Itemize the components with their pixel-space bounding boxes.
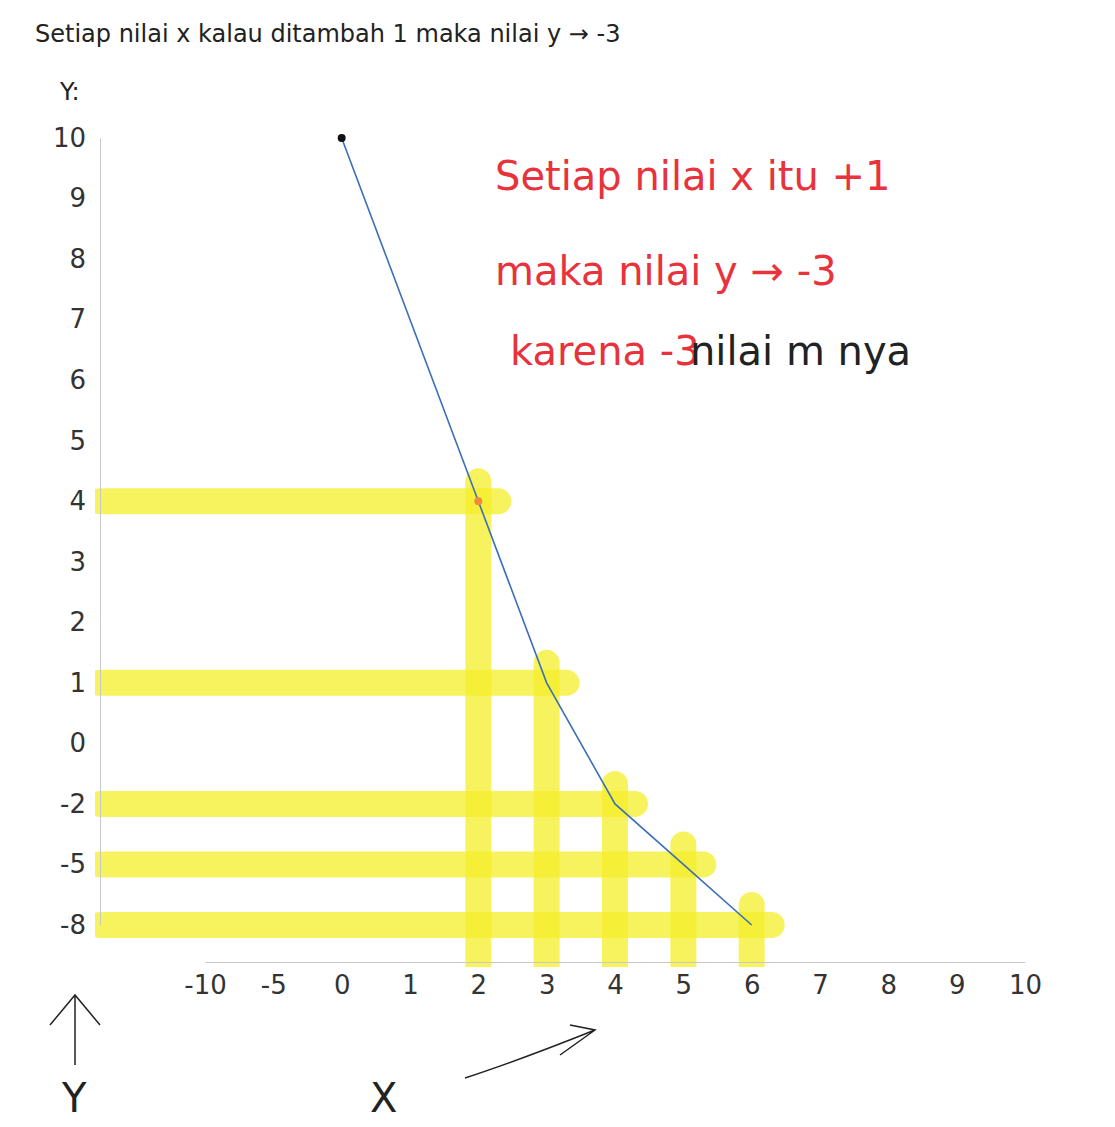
tick-label: 9: [69, 183, 86, 213]
tick-label: -5: [60, 849, 86, 879]
tick: 7: [812, 962, 829, 1000]
tick: 4: [69, 486, 100, 516]
title: Setiap nilai x kalau ditambah 1 maka nil…: [35, 20, 620, 48]
tick: -5: [60, 849, 100, 879]
tick: 7: [69, 304, 100, 334]
tick: -2: [60, 789, 100, 819]
tick-label: 0: [69, 728, 86, 758]
tick: 3: [69, 547, 100, 577]
y-arrow: [50, 995, 100, 1065]
tick-label: -10: [184, 970, 226, 1000]
tick: 0: [69, 728, 100, 758]
tick-label: 6: [69, 365, 86, 395]
plot-area: [100, 134, 772, 967]
tick-label: 6: [744, 970, 761, 1000]
tick: -8: [60, 910, 100, 940]
x-arrow: [465, 1025, 595, 1078]
line: [342, 138, 752, 925]
tick: 9: [949, 962, 966, 1000]
x-axis-label: X: [370, 1075, 397, 1121]
tick: 1: [69, 668, 100, 698]
tick-label: 1: [402, 970, 419, 1000]
point: [474, 497, 482, 505]
tick-label: 1: [69, 668, 86, 698]
tick-label: 8: [69, 244, 86, 274]
tick-label: 3: [539, 970, 556, 1000]
highlight-guide: [100, 488, 498, 514]
tick-label: -2: [60, 789, 86, 819]
tick: 5: [69, 426, 100, 456]
highlight-guide: [465, 481, 491, 967]
tick: -5: [261, 962, 287, 1000]
tick-label: 7: [69, 304, 86, 334]
tick-label: 4: [607, 970, 624, 1000]
tick: 3: [539, 962, 556, 1000]
annotation: Setiap nilai x itu +1: [495, 153, 891, 199]
tick-label: -8: [60, 910, 86, 940]
axis-line: [100, 139, 101, 926]
x-axis: -10 -5 0 1 2 3 4 5 6 7 8 9 10: [184, 962, 1042, 1000]
y-axis-label: Y: [61, 1075, 87, 1121]
y-heading: Y:: [59, 78, 80, 106]
tick-label: 10: [53, 123, 86, 153]
highlight-guide: [100, 851, 703, 877]
tick: 6: [69, 365, 100, 395]
tick-label: 10: [1009, 970, 1042, 1000]
tick: 10: [53, 123, 100, 153]
highlight-guide: [100, 791, 635, 817]
tick-label: 5: [676, 970, 693, 1000]
annotation: nilai m nya: [690, 328, 911, 374]
tick: 2: [69, 607, 100, 637]
tick: 8: [69, 244, 100, 274]
tick-label: 5: [69, 426, 86, 456]
tick: 5: [676, 962, 693, 1000]
tick-label: 2: [471, 970, 488, 1000]
axis-line: [206, 962, 1026, 963]
tick-label: 2: [69, 607, 86, 637]
tick: -10: [184, 962, 226, 1000]
highlight-guide: [100, 912, 772, 938]
point: [338, 134, 346, 142]
highlight-guide: [670, 844, 696, 967]
tick-label: 4: [69, 486, 86, 516]
tick-label: 8: [881, 970, 898, 1000]
y-axis: -8 -5 -2 0 1 2 3 4 5 6 7 8 9 10: [53, 123, 101, 940]
tick: 2: [471, 962, 488, 1000]
tick-label: -5: [261, 970, 287, 1000]
annotation: karena -3: [510, 328, 700, 374]
axis-arrows: [50, 995, 595, 1078]
chart: Setiap nilai x kalau ditambah 1 maka nil…: [0, 0, 1115, 1127]
tick-label: 0: [334, 970, 351, 1000]
tick: 8: [881, 962, 898, 1000]
highlights: [100, 481, 772, 967]
tick-label: 3: [69, 547, 86, 577]
highlight-guide: [739, 905, 765, 967]
tick: 0: [334, 962, 351, 1000]
tick: 1: [402, 962, 419, 1000]
tick-label: 9: [949, 970, 966, 1000]
highlight-guide: [100, 670, 567, 696]
annotation: maka nilai y → -3: [495, 248, 837, 294]
tick: 6: [744, 962, 761, 1000]
tick: 10: [1009, 962, 1042, 1000]
tick: 4: [607, 962, 624, 1000]
tick: 9: [69, 183, 100, 213]
tick-label: 7: [812, 970, 829, 1000]
